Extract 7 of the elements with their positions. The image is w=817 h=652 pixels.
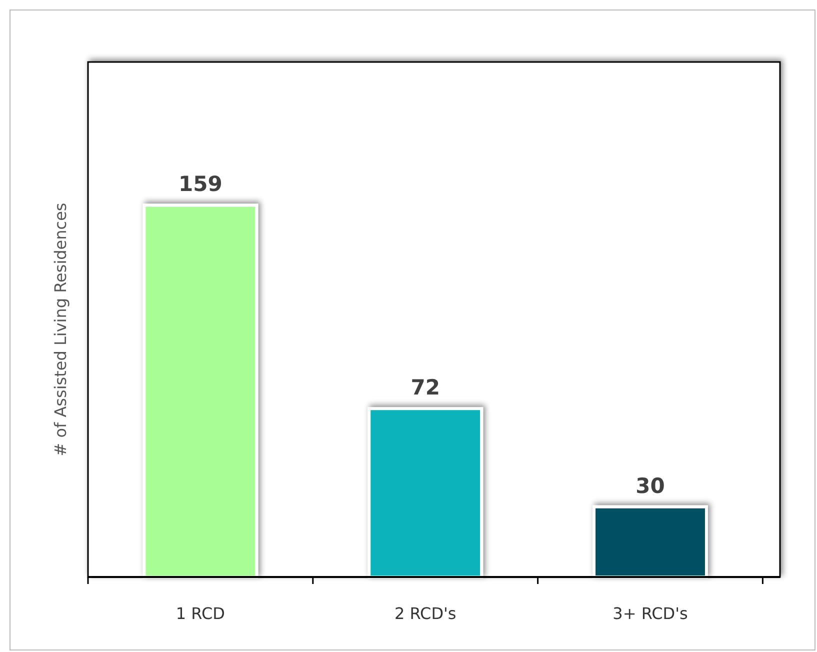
x-tick-label: 1 RCD — [176, 604, 225, 623]
y-axis-title: # of Assisted Living Residences — [51, 202, 70, 456]
x-tick-label: 3+ RCD's — [612, 604, 688, 623]
data-label: 30 — [636, 474, 665, 498]
x-tick-label: 2 RCD's — [394, 604, 456, 623]
data-label: 72 — [410, 376, 440, 400]
data-label: 159 — [178, 172, 222, 196]
